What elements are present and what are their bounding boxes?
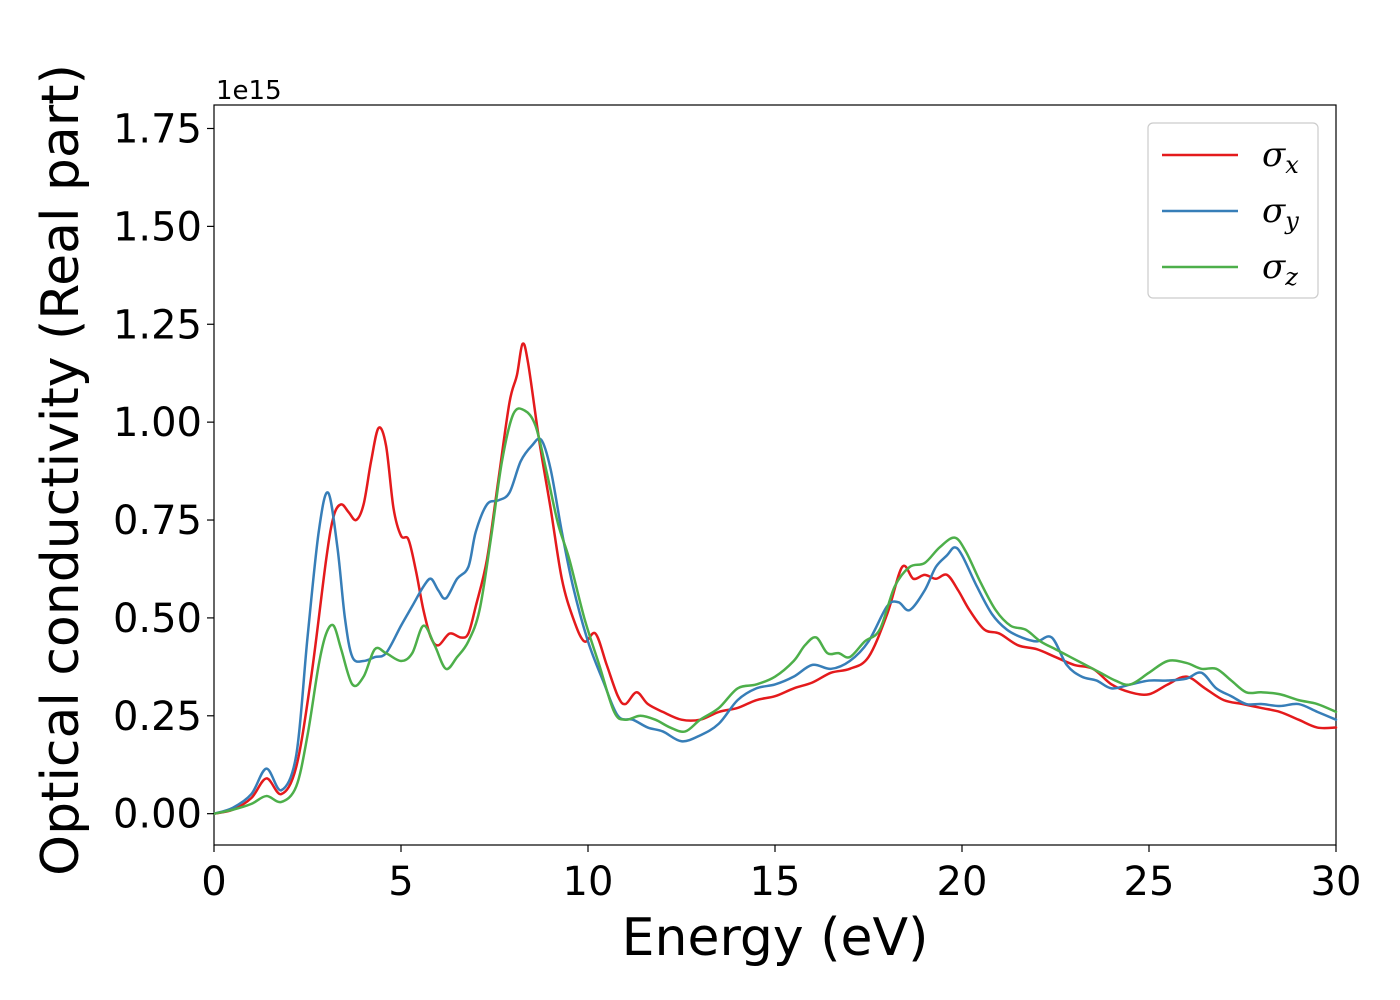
y-tick-label: 0.75	[113, 498, 202, 544]
legend-label-x: σx	[1262, 135, 1299, 179]
series-line-x	[212, 342, 1338, 815]
legend: σx σy σz	[1147, 122, 1319, 299]
y-axis-label: Optical conductivity (Real part)	[31, 64, 91, 876]
x-tick-label: 15	[750, 859, 801, 905]
x-tick-label: 30	[1311, 859, 1362, 905]
y-axis-ticks: 0.00 0.25 0.50 0.75 1.00 1.25 1.50 1.75	[113, 106, 214, 838]
y-tick-label: 1.25	[113, 302, 202, 348]
x-tick-label: 25	[1124, 859, 1175, 905]
y-tick-label: 1.00	[113, 400, 202, 446]
y-tick-label: 1.75	[113, 106, 202, 152]
x-tick-label: 0	[201, 859, 226, 905]
y-tick-label: 0.25	[113, 694, 202, 740]
y-tick-label: 0.00	[113, 792, 202, 838]
x-tick-label: 5	[388, 859, 413, 905]
x-axis-label: Energy (eV)	[622, 908, 929, 968]
y-tick-label: 0.50	[113, 596, 202, 642]
x-tick-label: 10	[563, 859, 614, 905]
series-line-y	[212, 437, 1338, 815]
legend-label-z: σz	[1262, 247, 1298, 291]
y-axis-offset-label: 1e15	[216, 76, 282, 106]
x-tick-label: 20	[937, 859, 988, 905]
series-layer	[212, 342, 1338, 815]
y-tick-label: 1.50	[113, 204, 202, 250]
x-axis-ticks: 0 5 10 15 20 25 30	[201, 845, 1361, 905]
legend-label-y: σy	[1262, 191, 1299, 235]
series-line-z	[212, 407, 1338, 815]
